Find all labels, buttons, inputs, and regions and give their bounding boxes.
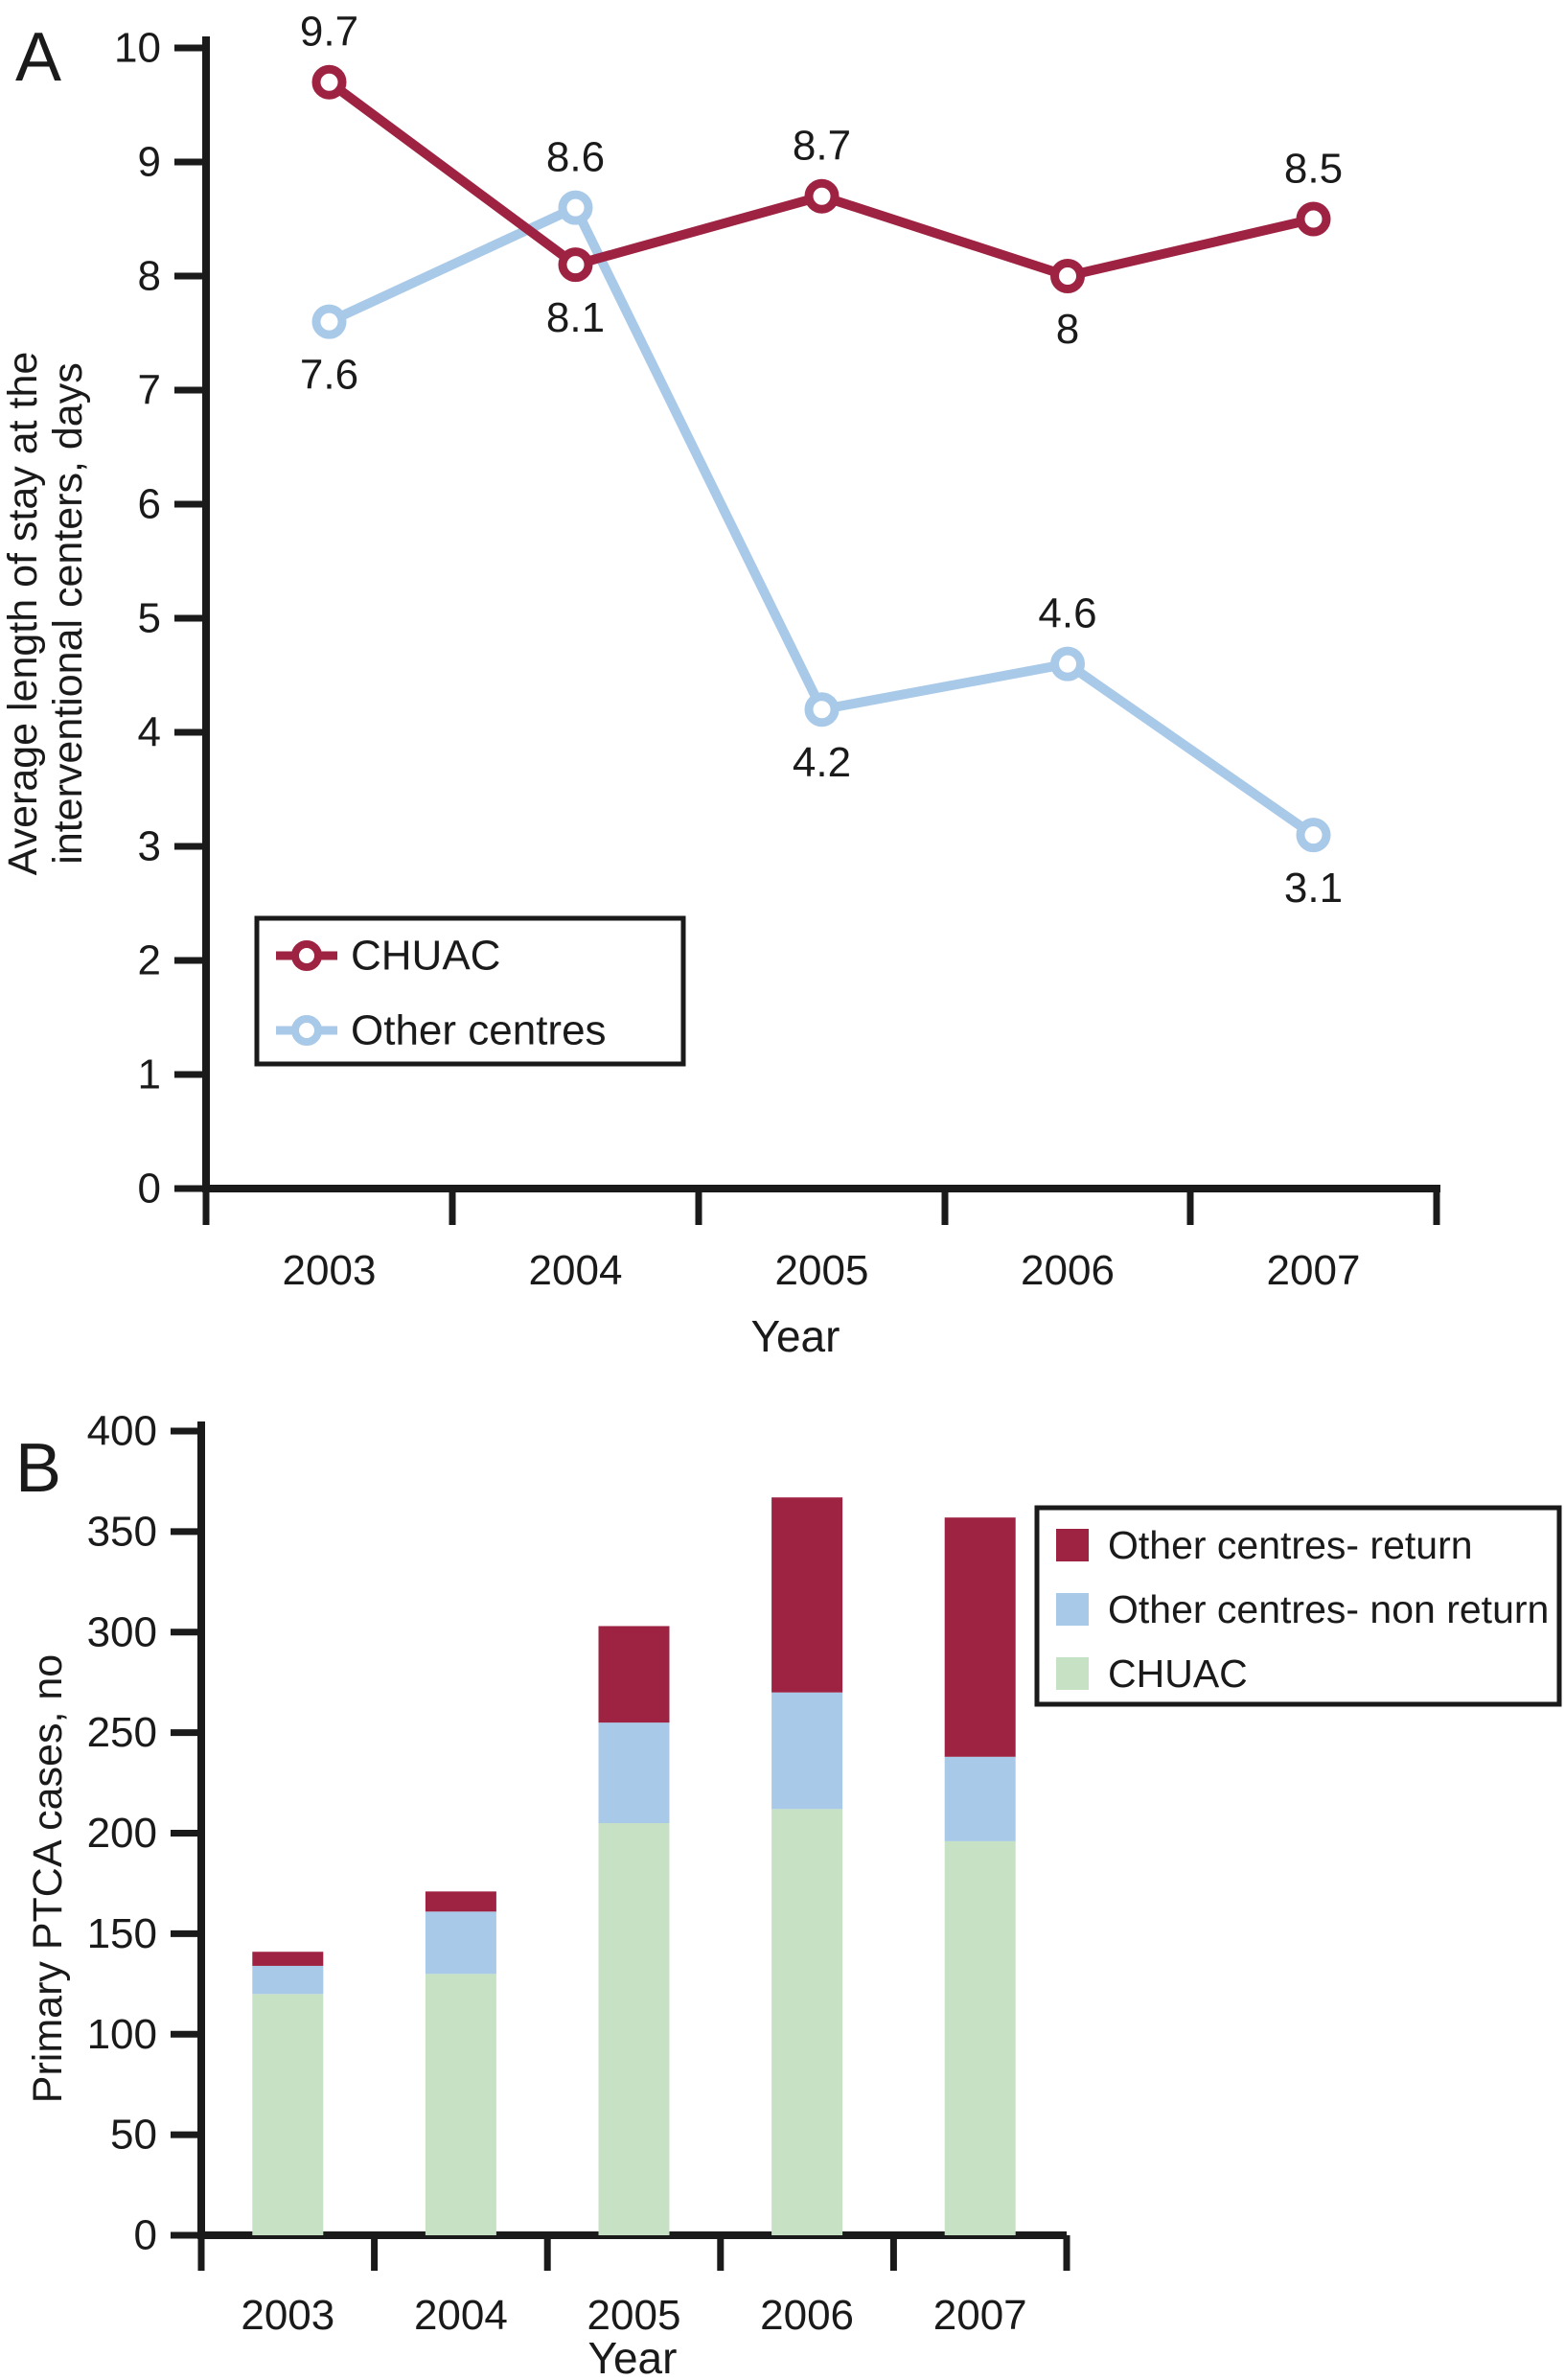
legend-item-label: CHUAC — [351, 933, 500, 980]
panel-a-x-tick-label: 2005 — [775, 1247, 869, 1294]
legend-swatch — [1056, 1529, 1089, 1561]
panel-b-y-tick-label: 0 — [134, 2212, 157, 2259]
bar-segment-chuac — [944, 1840, 1016, 2235]
data-point-marker — [1050, 646, 1085, 682]
bar-segment-chuac — [252, 1994, 324, 2235]
panel-a-y-tick-label: 10 — [114, 25, 161, 72]
panel-a-x-tick-label: 2006 — [1021, 1247, 1115, 1294]
legend-marker-sample — [291, 940, 322, 971]
panel-a-legend-box — [254, 915, 686, 1067]
panel-a-y-tick-label: 1 — [138, 1051, 161, 1098]
panel-b-x-tick-label: 2005 — [587, 2292, 681, 2339]
bar-segment-return — [252, 1952, 324, 1966]
panel-b-letter: B — [15, 1430, 61, 1507]
bar-segment-chuac — [425, 1974, 496, 2235]
bar-segment-return — [598, 1626, 670, 1723]
panel-a-x-tick-label: 2007 — [1267, 1247, 1361, 1294]
data-point-label: 8.7 — [793, 123, 851, 170]
legend-item-label: Other centres — [351, 1007, 607, 1054]
panel-b-y-tick-label: 350 — [87, 1508, 157, 1555]
panel-b-y-tick-label: 50 — [110, 2112, 157, 2159]
data-point-label: 8 — [1056, 306, 1079, 353]
panel-a-y-tick-label: 9 — [138, 139, 161, 186]
panel-a-y-axis-title: Average length of stay at theinterventio… — [0, 352, 91, 876]
data-point-marker — [804, 178, 840, 214]
panel-a-x-tick-label: 2004 — [529, 1247, 623, 1294]
bar-segment-return — [771, 1497, 843, 1693]
data-point-label: 8.5 — [1284, 146, 1343, 193]
panel-b-x-tick-label: 2004 — [414, 2292, 508, 2339]
panel-a-line-chart: A 0 1 2 3 4 5 6 7 8 9 10 2003 2004 2005 2006 2007 Year Ave… — [0, 9, 1440, 1361]
panel-b-y-tick-label: 150 — [87, 1910, 157, 1957]
data-point-label: 3.1 — [1284, 865, 1343, 912]
bar-segment-non-return — [252, 1965, 324, 1995]
bar-segment-return — [944, 1517, 1016, 1757]
legend-swatch — [1056, 1593, 1089, 1626]
data-point-marker — [1296, 818, 1331, 853]
panel-a-y-tick-label: 5 — [138, 595, 161, 642]
panel-b-y-tick-label: 250 — [87, 1709, 157, 1756]
panel-a-x-axis-title: Year — [751, 1311, 840, 1361]
panel-b-y-tick-label: 300 — [87, 1608, 157, 1655]
panel-b-y-tick-label: 200 — [87, 1810, 157, 1857]
panel-b-stacked-bar-chart: B 0 50 100 150 200 250 300 350 400 2003 2004 2005 200… — [15, 1408, 1562, 2380]
bar-segment-chuac — [598, 1823, 670, 2235]
panel-b-y-axis-title: Primary PTCA cases, no — [25, 1654, 71, 2103]
panel-b-legend-box — [1034, 1505, 1562, 1707]
legend-item-label: CHUAC — [1108, 1652, 1248, 1696]
panel-a-y-tick-label: 6 — [138, 481, 161, 528]
legend-marker-sample — [291, 1015, 322, 1046]
data-point-marker — [1296, 201, 1331, 237]
data-point-label: 4.2 — [793, 739, 851, 786]
panel-b-y-tick-label: 400 — [87, 1408, 157, 1455]
panel-a-y-tick-label: 7 — [138, 367, 161, 414]
bar-segment-non-return — [425, 1911, 496, 1975]
panel-b-x-tick-label: 2003 — [241, 2292, 334, 2339]
panel-b-x-tick-label: 2006 — [760, 2292, 854, 2339]
panel-a-y-tick-label: 2 — [138, 937, 161, 984]
panel-b-y-tick-label: 100 — [87, 2011, 157, 2058]
data-point-marker — [558, 247, 593, 283]
data-point-label: 8.1 — [546, 294, 605, 341]
legend-item-label: Other centres- non return — [1108, 1587, 1549, 1631]
data-point-marker — [311, 304, 347, 339]
panel-a-y-tick-label: 3 — [138, 823, 161, 870]
legend-item-label: Other centres- return — [1108, 1523, 1473, 1567]
bar-segment-return — [425, 1891, 496, 1912]
panel-b-x-tick-label: 2007 — [933, 2292, 1027, 2339]
legend-swatch — [1056, 1657, 1089, 1690]
bar-segment-non-return — [771, 1692, 843, 1810]
data-point-label: 7.6 — [300, 352, 358, 399]
data-point-marker — [804, 692, 840, 728]
panel-b-x-axis-title: Year — [588, 2333, 678, 2380]
data-point-label: 8.6 — [546, 134, 605, 181]
panel-a-y-tick-label: 0 — [138, 1166, 161, 1213]
bar-segment-non-return — [598, 1722, 670, 1824]
data-point-marker — [311, 64, 347, 100]
data-point-marker — [558, 190, 593, 225]
panel-a-y-tick-label: 4 — [138, 709, 161, 756]
bar-segment-chuac — [771, 1809, 843, 2235]
data-point-label: 4.6 — [1038, 590, 1096, 637]
data-point-label: 9.7 — [300, 9, 358, 56]
panel-a-y-tick-label: 8 — [138, 253, 161, 300]
bar-segment-non-return — [944, 1756, 1016, 1841]
panel-a-x-tick-label: 2003 — [283, 1247, 377, 1294]
panel-a-letter: A — [15, 19, 61, 96]
data-point-marker — [1050, 259, 1085, 293]
